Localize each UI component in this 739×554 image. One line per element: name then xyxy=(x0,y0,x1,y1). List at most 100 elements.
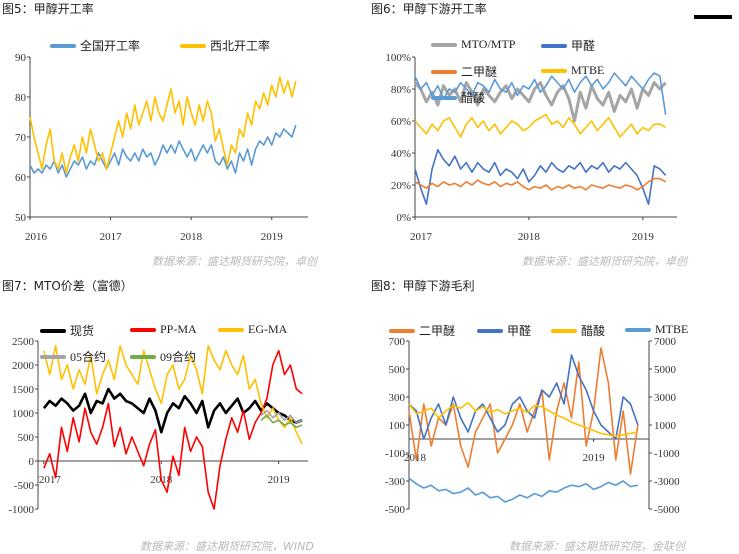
title-bar xyxy=(694,15,732,19)
y-tick-label: 2500 xyxy=(12,336,35,348)
series-line-2-3 xyxy=(260,409,303,424)
series-line-2-4 xyxy=(260,414,303,429)
legend-label: MTO/MTP xyxy=(461,37,516,51)
legend-label: 醋酸 xyxy=(461,91,486,105)
legend-label: 二甲醚 xyxy=(419,324,456,338)
legend-label: PP-MA xyxy=(160,322,197,336)
chart-fig8: -500 -300 -100 100 300 500 700 -5000 -3000 -1000 1… xyxy=(385,336,680,516)
y-tick-label: 80% xyxy=(391,84,411,96)
source-note-fig6: 数据来源：盛达期货研究院，卓创 xyxy=(522,255,687,268)
legend-label: EG-MA xyxy=(248,322,288,336)
x-tick-label: 2016 xyxy=(25,231,48,243)
series-line-1-1 xyxy=(414,149,667,205)
source-note-fig5: 数据来源：盛达期货研究院，卓创 xyxy=(152,255,317,268)
y-tick-label: 1500 xyxy=(12,384,35,396)
y2-tick-label: 3000 xyxy=(654,392,677,404)
legend-swatch xyxy=(130,327,156,332)
x-tick-label: 2019 xyxy=(268,474,291,486)
legend-label: 全国开工率 xyxy=(80,39,141,53)
chart-title-fig8: 图8：甲醇下游毛利 xyxy=(371,279,475,293)
y2-tick-label: -3000 xyxy=(654,476,680,488)
y-tick-label: -1000 xyxy=(8,504,34,516)
y2-tick-label: -1000 xyxy=(654,448,680,460)
y-tick-label: 500 xyxy=(18,432,35,444)
y2-tick-label: 5000 xyxy=(654,364,677,376)
y-tick-label: 60% xyxy=(391,116,411,128)
legend-item-fig6-0: MTO/MTP xyxy=(431,37,515,52)
series-line-1-2 xyxy=(414,177,666,191)
chart-fig6: 0% 20% 40% 60% 80% 100% 2017 2018 2019 xyxy=(385,52,677,243)
chart-title-fig5: 图5：甲醇开工率 xyxy=(2,2,94,16)
legend-item-fig5-0: 全国开工率 xyxy=(50,37,140,54)
legend-item-fig7-2: EG-MA xyxy=(218,322,287,337)
y-tick-label: 20% xyxy=(391,180,411,192)
legend-swatch xyxy=(40,354,66,359)
y-tick-label: 0% xyxy=(396,212,411,224)
legend-item-fig8-0: 二甲醚 xyxy=(389,322,455,339)
x-tick-label: 2019 xyxy=(583,452,606,464)
series-line-1-0 xyxy=(413,81,667,123)
y-tick-label: 2000 xyxy=(12,360,35,372)
chart-panel-fig7: -1000 -500 0 500 1000 1500 2000 2500 2017 2018 201… xyxy=(0,277,369,554)
x-tick-label: 2017 xyxy=(100,231,123,243)
series-line-2-1 xyxy=(43,349,303,510)
legend-label: 甲醛 xyxy=(507,324,532,338)
chart-title-fig7: 图7：MTO价差（富德） xyxy=(2,279,133,293)
y-tick-label: -500 xyxy=(14,480,35,492)
y-tick-label: -100 xyxy=(385,448,406,460)
y-tick-label: 40% xyxy=(391,148,411,160)
legend-item-fig5-1: 西北开工率 xyxy=(180,37,270,54)
source-note-fig7: 数据来源：盛达期货研究院，WIND xyxy=(140,540,314,553)
y2-tick-label: 7000 xyxy=(654,336,677,348)
y2-tick-label: 1000 xyxy=(654,420,677,432)
chart-panel-fig8: -500 -300 -100 100 300 500 700 -5000 -3000 -1000 1… xyxy=(369,277,738,554)
y-tick-label: 50 xyxy=(15,212,27,224)
legend-swatch xyxy=(130,354,156,359)
x-tick-label: 2019 xyxy=(261,231,284,243)
legend-item-fig6-3: MTBE xyxy=(541,63,604,78)
x-tick-label: 2019 xyxy=(632,231,655,243)
x-tick-label: 2017 xyxy=(410,231,433,243)
legend-label: 二甲醚 xyxy=(461,65,498,79)
legend-label: 05合约 xyxy=(70,350,107,364)
legend-item-fig6-1: 甲醛 xyxy=(541,37,595,54)
legend-item-fig7-0: 现货 xyxy=(40,322,94,339)
legend-swatch xyxy=(50,43,76,48)
legend-swatch xyxy=(541,68,567,73)
legend-swatch xyxy=(551,328,577,333)
y-tick-label: -300 xyxy=(385,476,406,488)
y-tick-label: 100% xyxy=(385,52,411,64)
legend-swatch xyxy=(180,43,206,48)
y-tick-label: 300 xyxy=(389,392,406,404)
y-tick-label: 80 xyxy=(15,92,27,104)
legend-item-fig6-2: 二甲醚 xyxy=(431,63,497,80)
series-line-1-3 xyxy=(414,113,666,138)
legend-swatch xyxy=(431,69,457,74)
legend-item-fig7-3: 05合约 xyxy=(40,348,106,365)
y-tick-label: 0 xyxy=(29,456,35,468)
legend-label: 甲醛 xyxy=(571,39,596,53)
x-tick-label: 2018 xyxy=(404,452,427,464)
legend-item-fig8-2: 醋酸 xyxy=(551,322,605,339)
y2-tick-label: -5000 xyxy=(654,504,680,516)
legend-item-fig8-1: 甲醛 xyxy=(477,322,531,339)
legend-label: 09合约 xyxy=(160,350,197,364)
legend-label: MTBE xyxy=(655,322,689,336)
source-note-fig8: 数据来源：盛达期货研究院，金联创 xyxy=(509,540,685,553)
chart-panel-fig5: 50 60 70 80 90 2016 2017 2018 2019 图5：甲醇开工率 全国开工… xyxy=(0,0,369,277)
series-line-2-0 xyxy=(42,387,303,434)
legend-label: MTBE xyxy=(571,63,605,77)
chart-panel-fig6: 0% 20% 40% 60% 80% 100% 2017 2018 2019 图6：甲醇下游开工… xyxy=(369,0,738,277)
legend-swatch xyxy=(40,328,66,333)
series-line-3-1 xyxy=(408,354,639,440)
y-tick-label: 700 xyxy=(389,336,406,348)
series-line-1-4 xyxy=(414,72,667,115)
legend-swatch xyxy=(389,328,415,333)
x-tick-label: 2017 xyxy=(39,474,62,486)
y-tick-label: 70 xyxy=(15,132,27,144)
series-line-3-2 xyxy=(408,401,639,437)
y-tick-label: 100 xyxy=(389,420,406,432)
legend-swatch xyxy=(431,42,457,47)
series-line-2-2 xyxy=(43,345,303,445)
